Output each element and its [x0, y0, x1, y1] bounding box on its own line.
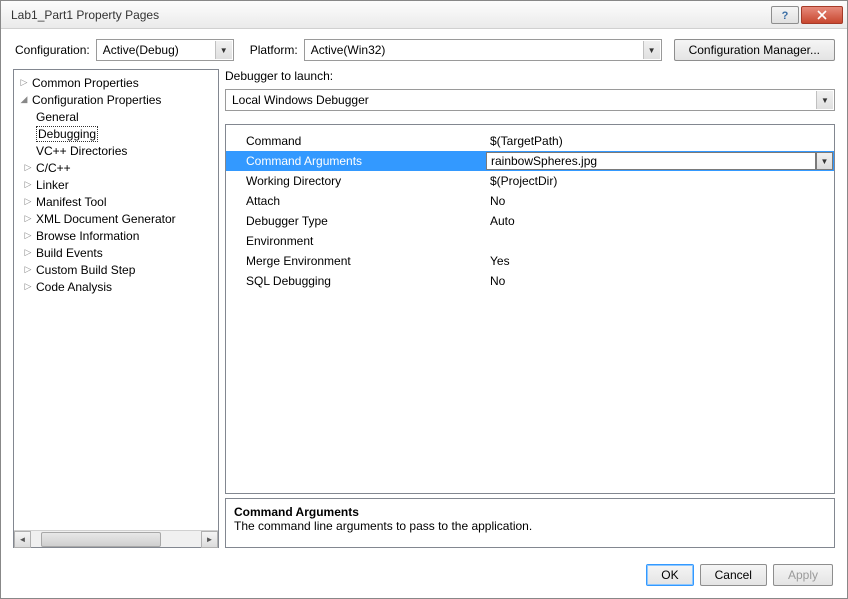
tree-item-label: Manifest Tool [36, 195, 106, 209]
description-text: The command line arguments to pass to th… [234, 519, 826, 533]
scroll-track[interactable] [31, 531, 201, 548]
expander-icon[interactable]: ▷ [22, 230, 34, 241]
tree-item[interactable]: ▷Manifest Tool [14, 193, 218, 210]
tree-item[interactable]: ▷Common Properties [14, 74, 218, 91]
tree-item-label: XML Document Generator [36, 212, 176, 226]
property-value[interactable]: rainbowSpheres.jpg▼ [486, 152, 816, 170]
scroll-thumb[interactable] [41, 532, 161, 547]
configuration-combo[interactable]: Active(Debug) ▼ [96, 39, 234, 61]
tree-item-label: Common Properties [32, 76, 139, 90]
property-value: Auto [486, 214, 834, 228]
property-value: No [486, 194, 834, 208]
tree-item[interactable]: ▷Browse Information [14, 227, 218, 244]
property-name: Attach [226, 194, 486, 208]
property-value: Yes [486, 254, 834, 268]
tree-item[interactable]: ▷Linker [14, 176, 218, 193]
main: ▷Common Properties◢Configuration Propert… [1, 69, 847, 556]
configuration-value: Active(Debug) [103, 43, 179, 57]
expander-icon[interactable]: ▷ [18, 77, 30, 88]
property-row[interactable]: Command$(TargetPath) [226, 131, 834, 151]
tree-item-label: Linker [36, 178, 69, 192]
tree-item-label: General [36, 110, 79, 124]
tree-item[interactable]: VC++ Directories [14, 142, 218, 159]
right-panel: Debugger to launch: Local Windows Debugg… [225, 69, 835, 548]
tree-item[interactable]: Debugging [14, 125, 218, 142]
debugger-launch-combo[interactable]: Local Windows Debugger ▼ [225, 89, 835, 111]
tree-item[interactable]: ▷Custom Build Step [14, 261, 218, 278]
tree-panel: ▷Common Properties◢Configuration Propert… [13, 69, 219, 548]
platform-combo[interactable]: Active(Win32) ▼ [304, 39, 662, 61]
property-value: $(ProjectDir) [486, 174, 834, 188]
property-row[interactable]: SQL DebuggingNo [226, 271, 834, 291]
property-row[interactable]: Command ArgumentsrainbowSpheres.jpg▼ [226, 151, 834, 171]
horizontal-scrollbar[interactable]: ◄ ► [14, 530, 218, 547]
tree-item[interactable]: ▷Build Events [14, 244, 218, 261]
expander-icon[interactable]: ▷ [22, 179, 34, 190]
tree-item[interactable]: ◢Configuration Properties [14, 91, 218, 108]
config-row: Configuration: Active(Debug) ▼ Platform:… [1, 29, 847, 69]
chevron-down-icon: ▼ [643, 41, 660, 59]
window-title: Lab1_Part1 Property Pages [11, 8, 771, 22]
debugger-launch-value: Local Windows Debugger [232, 93, 369, 107]
property-name: Merge Environment [226, 254, 486, 268]
expander-icon[interactable]: ▷ [22, 264, 34, 275]
expander-icon[interactable]: ▷ [22, 196, 34, 207]
property-row[interactable]: Debugger TypeAuto [226, 211, 834, 231]
tree-item-label: Browse Information [36, 229, 139, 243]
expander-icon[interactable]: ▷ [22, 162, 34, 173]
platform-label: Platform: [250, 43, 298, 57]
scroll-right-button[interactable]: ► [201, 531, 218, 548]
cancel-button[interactable]: Cancel [700, 564, 767, 586]
tree-item[interactable]: ▷Code Analysis [14, 278, 218, 295]
configuration-label: Configuration: [15, 43, 90, 57]
platform-value: Active(Win32) [311, 43, 386, 57]
property-name: Command [226, 134, 486, 148]
tree-item-label: Build Events [36, 246, 103, 260]
configuration-manager-button[interactable]: Configuration Manager... [674, 39, 835, 61]
expander-icon[interactable]: ▷ [22, 213, 34, 224]
description-panel: Command Arguments The command line argum… [225, 498, 835, 548]
svg-text:?: ? [782, 10, 789, 20]
tree-item-label: C/C++ [36, 161, 71, 175]
property-row[interactable]: AttachNo [226, 191, 834, 211]
tree-item-label: VC++ Directories [36, 144, 127, 158]
property-name: Environment [226, 234, 486, 248]
property-name: Debugger Type [226, 214, 486, 228]
tree-item[interactable]: ▷C/C++ [14, 159, 218, 176]
description-title: Command Arguments [234, 505, 826, 519]
tree-item[interactable]: General [14, 108, 218, 125]
config-tree[interactable]: ▷Common Properties◢Configuration Propert… [14, 70, 218, 530]
chevron-down-icon: ▼ [816, 91, 833, 109]
property-row[interactable]: Environment [226, 231, 834, 251]
tree-item-label: Configuration Properties [32, 93, 161, 107]
expander-icon[interactable]: ◢ [18, 94, 30, 105]
titlebar: Lab1_Part1 Property Pages ? [1, 1, 847, 29]
footer: OK Cancel Apply [1, 556, 847, 598]
property-value: No [486, 274, 834, 288]
tree-item-label: Custom Build Step [36, 263, 135, 277]
expander-icon[interactable]: ▷ [22, 247, 34, 258]
tree-item-label: Code Analysis [36, 280, 112, 294]
chevron-down-icon: ▼ [215, 41, 232, 59]
property-name: SQL Debugging [226, 274, 486, 288]
close-button[interactable] [801, 6, 843, 24]
help-button[interactable]: ? [771, 6, 799, 24]
apply-button[interactable]: Apply [773, 564, 833, 586]
expander-icon[interactable]: ▷ [22, 281, 34, 292]
tree-item[interactable]: ▷XML Document Generator [14, 210, 218, 227]
chevron-down-icon[interactable]: ▼ [816, 152, 833, 170]
property-grid[interactable]: Command$(TargetPath)Command Argumentsrai… [225, 124, 835, 494]
debugger-launch-label: Debugger to launch: [225, 69, 835, 83]
property-row[interactable]: Working Directory$(ProjectDir) [226, 171, 834, 191]
titlebar-buttons: ? [771, 6, 843, 24]
property-panel: Command$(TargetPath)Command Argumentsrai… [225, 124, 835, 548]
scroll-left-button[interactable]: ◄ [14, 531, 31, 548]
property-name: Command Arguments [226, 154, 486, 168]
property-row[interactable]: Merge EnvironmentYes [226, 251, 834, 271]
ok-button[interactable]: OK [646, 564, 693, 586]
property-name: Working Directory [226, 174, 486, 188]
tree-item-label: Debugging [36, 126, 98, 142]
property-value: $(TargetPath) [486, 134, 834, 148]
